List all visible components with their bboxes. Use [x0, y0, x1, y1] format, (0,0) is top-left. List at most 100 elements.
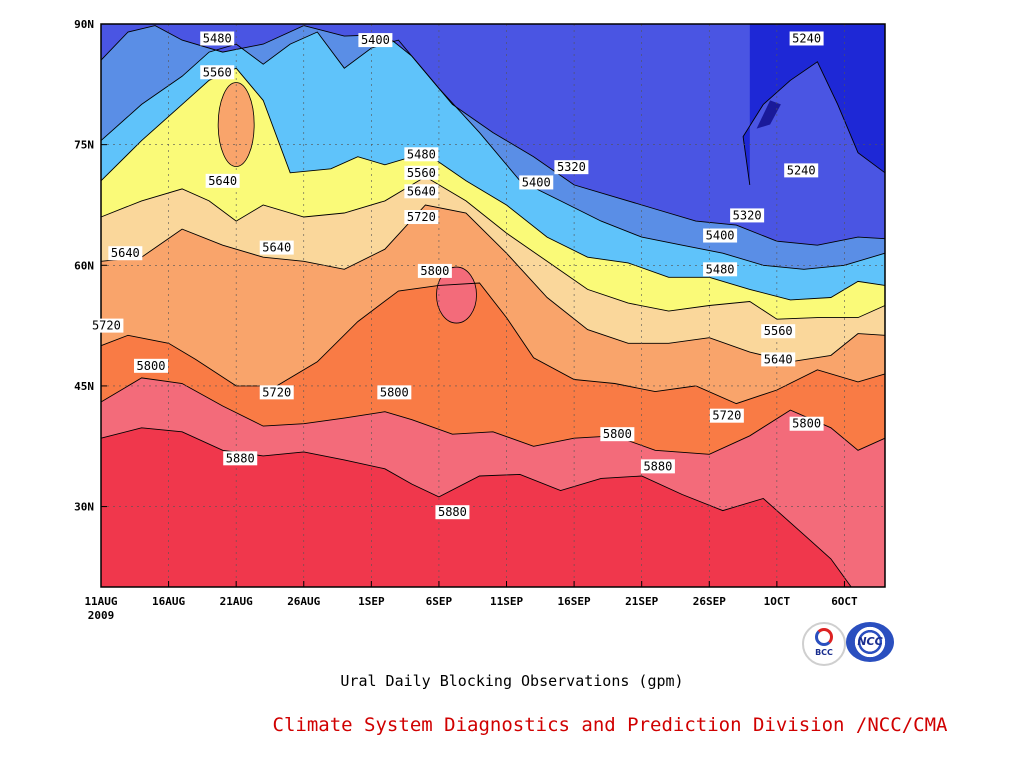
x-tick-label: 26AUG [287, 595, 320, 608]
contour-label-bg [223, 451, 258, 466]
x-tick-label: 11SEP [490, 595, 523, 608]
contour-line-5800 [100, 377, 886, 455]
chart-caption: Ural Daily Blocking Observations (gpm) [340, 672, 684, 690]
contour-label-text: 5400 [361, 33, 390, 47]
contour-label-text: 5320 [557, 160, 586, 174]
contour-line-5560 [100, 176, 886, 320]
contour-label-bg [108, 246, 143, 261]
bcc-swirl-icon [815, 628, 833, 646]
contour-label-bg [205, 173, 240, 188]
contour-label-bg [404, 184, 439, 199]
contour-label-text: 5800 [792, 417, 821, 431]
bcc-logo: BCC [802, 622, 846, 666]
contour-label-text: 5640 [208, 174, 237, 188]
x-tick-label: 16AUG [152, 595, 185, 608]
contour-label-text: 5880 [643, 459, 672, 473]
contour-label-bg [200, 31, 235, 46]
contour-label-text: 5720 [407, 210, 436, 224]
contour-label: 5880 [640, 459, 675, 474]
contour-label-text: 5720 [92, 319, 121, 333]
contour-label: 5720 [404, 210, 439, 225]
contour-label: 5800 [417, 263, 452, 278]
contour-label-bg [640, 459, 675, 474]
contour-label-text: 5800 [137, 359, 166, 373]
x-tick-label: 6OCT [831, 595, 858, 608]
x-tick-label: 6SEP [426, 595, 453, 608]
contour-label: 5800 [134, 358, 169, 373]
contour-label-bg [761, 352, 796, 367]
ncc-logo: NCC [846, 622, 894, 662]
y-axis-ticks: 30N 45N 60N 75N 90N [74, 18, 107, 514]
contour-fill-layer [101, 24, 885, 587]
contour-line-5320 [100, 25, 886, 246]
bcc-logo-text: BCC [815, 648, 833, 657]
contour-label: 5640 [761, 352, 796, 367]
x-tick-label: 1SEP [358, 595, 385, 608]
contour-label-text: 5400 [706, 229, 735, 243]
contour-label-text: 5800 [380, 385, 409, 399]
band-below-5320 [101, 24, 885, 246]
x-tick-label: 11AUG [84, 595, 117, 608]
contour-label-text: 5640 [764, 352, 793, 366]
x-tick-label: 1OCT [764, 595, 791, 608]
contour-label-text: 5320 [733, 208, 762, 222]
contour-label-text: 5800 [420, 264, 449, 278]
x-tick-label: 21AUG [220, 595, 253, 608]
contour-label: 5400 [519, 175, 554, 190]
y-tick-label: 30N [74, 501, 94, 514]
x-tick-label: 26SEP [693, 595, 726, 608]
contour-label-bg [519, 175, 554, 190]
contour-label-bg [789, 416, 824, 431]
contour-label: 5640 [108, 246, 143, 261]
y-tick-label: 45N [74, 380, 94, 393]
grid-lines [101, 24, 885, 587]
contour-label-bg [134, 358, 169, 373]
y-tick-label: 60N [74, 259, 94, 272]
warm-pocket-21aug [217, 82, 255, 167]
band-below-5240 [743, 24, 885, 185]
contour-label: 5800 [377, 385, 412, 400]
contour-label: 5480 [703, 262, 738, 277]
contour-label: 5720 [709, 408, 744, 423]
contour-label-text: 5880 [226, 451, 255, 465]
contour-label-bg [259, 240, 294, 255]
contour-label-bg [703, 228, 738, 243]
contour-label-text: 5480 [407, 147, 436, 161]
contour-label: 5880 [223, 451, 258, 466]
contour-label: 5240 [789, 31, 824, 46]
contour-label-bg [358, 33, 393, 48]
contour-line-5240 [742, 61, 886, 185]
contour-label-text: 5800 [603, 427, 632, 441]
contour-label: 5800 [600, 427, 635, 442]
contour-label-text: 5640 [262, 241, 291, 255]
plot-frame [100, 23, 886, 588]
contour-label-bg [404, 147, 439, 162]
contour-line-5720 [100, 282, 886, 405]
contour-label: 5880 [435, 505, 470, 520]
contour-labels: 5480 5560 5640 5640 5640 5720 5800 5720 5880 5400… [89, 31, 824, 520]
contour-label: 5400 [358, 33, 393, 48]
contour-label: 5720 [89, 318, 124, 333]
credit-line: Climate System Diagnostics and Predictio… [272, 714, 948, 736]
x-axis-ticks: 11AUG 16AUG 21AUG 26AUG 1SEP 6SEP 11SEP 16SEP 21… [84, 581, 858, 608]
contour-label-bg [784, 163, 819, 178]
contour-label-text: 5400 [522, 175, 551, 189]
contour-label-bg [404, 210, 439, 225]
contour-label-bg [789, 31, 824, 46]
x-tick-label: 21SEP [625, 595, 658, 608]
contour-label: 5320 [730, 208, 765, 223]
y-tick-label: 75N [74, 139, 94, 152]
high-cell-6sep [436, 266, 477, 324]
contour-label-text: 5560 [407, 166, 436, 180]
contour-label-text: 5240 [787, 163, 816, 177]
y-tick-label: 90N [74, 18, 94, 31]
contour-label-text: 5560 [203, 65, 232, 79]
contour-label-bg [200, 65, 235, 80]
band-below-5160 [756, 100, 781, 129]
contour-label: 5240 [784, 163, 819, 178]
contour-label-text: 5640 [407, 184, 436, 198]
contour-label-text: 5560 [764, 324, 793, 338]
contour-label: 5320 [554, 160, 589, 175]
contour-label-bg [703, 262, 738, 277]
